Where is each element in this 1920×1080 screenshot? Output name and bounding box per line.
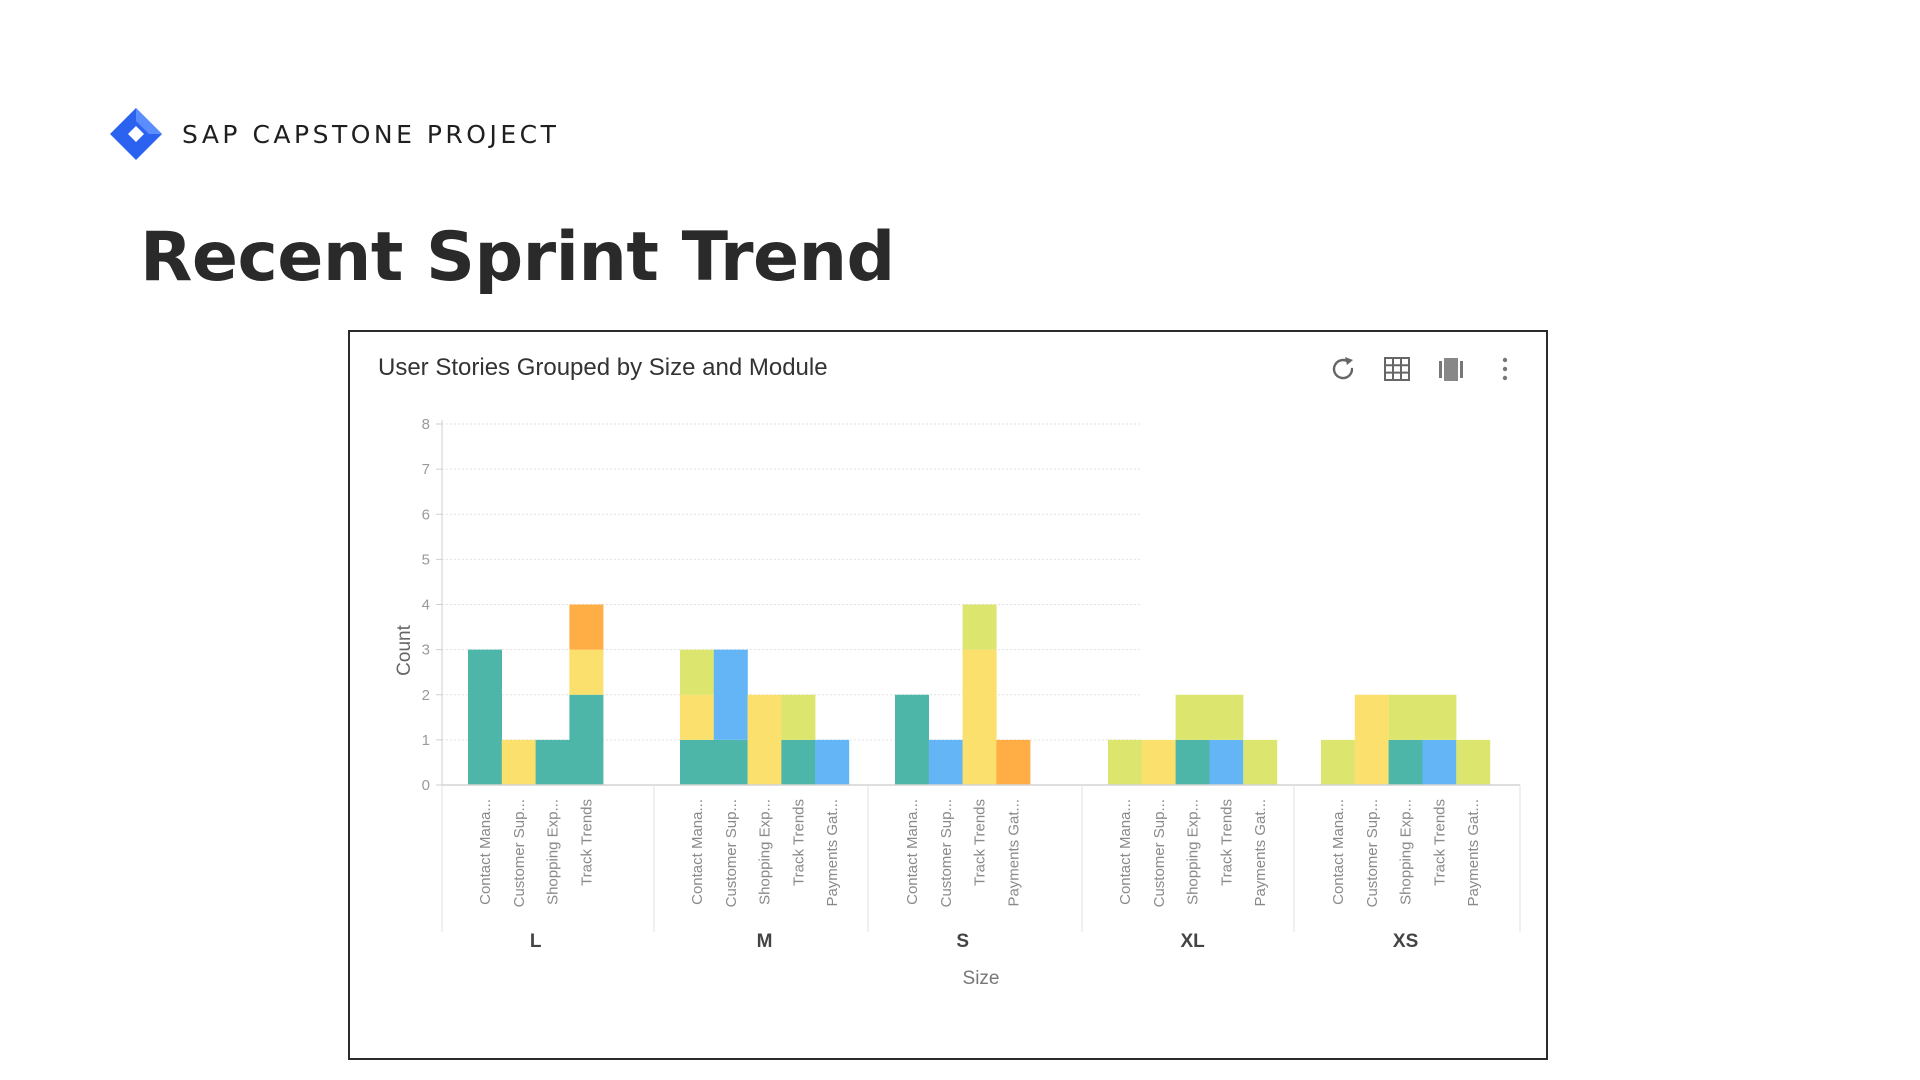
bar-segment [680, 694, 714, 740]
y-tick-label: 6 [422, 506, 430, 523]
x-category-label: Contact Mana... [1117, 799, 1134, 905]
bar-segment [1422, 739, 1457, 785]
x-category-label: Track Trends [790, 799, 807, 886]
chart-view-icon [1439, 358, 1463, 381]
bar-segment [996, 739, 1031, 785]
x-category-label: Contact Mana... [477, 799, 494, 905]
bar-segment [781, 694, 816, 740]
bar-segment [781, 739, 816, 785]
chart-title: User Stories Grouped by Size and Module [378, 354, 828, 381]
y-tick-label: 0 [422, 777, 430, 794]
x-category-label: Contact Mana... [904, 799, 921, 905]
bar-segment [895, 694, 929, 785]
bar-segment [468, 649, 502, 785]
bar-segment [962, 604, 997, 650]
refresh-icon [1332, 357, 1354, 380]
x-category-label: Shopping Exp... [1185, 799, 1202, 905]
brand-name: SAP CAPSTONE PROJECT [182, 119, 560, 149]
bar-segment [680, 739, 714, 785]
x-category-label: Track Trends [1218, 799, 1235, 886]
y-axis-label: Count [394, 624, 415, 675]
x-category-label: Payments Gat... [1465, 799, 1482, 907]
x-category-label: Shopping Exp... [757, 799, 774, 905]
slide-title: Recent Sprint Trend [140, 218, 895, 297]
diamond-logo-icon [110, 108, 162, 160]
bar-segment [680, 649, 714, 695]
bar-segment [1141, 739, 1176, 785]
bar-segment [962, 649, 997, 785]
bar-segment [713, 649, 748, 740]
x-category-label: Track Trends [1431, 799, 1448, 886]
x-category-label: Shopping Exp... [1398, 799, 1415, 905]
bar-segment [815, 739, 850, 785]
y-tick-label: 2 [422, 687, 430, 704]
x-group-label: M [757, 931, 773, 952]
bar-segment [535, 739, 570, 785]
bar-segment [501, 739, 536, 785]
x-category-label: Payments Gat... [1005, 799, 1022, 907]
bar-segment [1422, 694, 1457, 740]
y-tick-label: 5 [422, 551, 430, 568]
bar-segment [569, 604, 604, 650]
x-category-label: Customer Sup... [511, 799, 528, 907]
bar-segment [1388, 694, 1423, 740]
stacked-bar-chart: 0 1 2 3 4 5 6 7 8 Count Contact Mana... Customer Su… [394, 416, 1521, 989]
bar-segment [1243, 739, 1278, 785]
x-category-label: Customer Sup... [1364, 799, 1381, 907]
y-tick-label: 3 [422, 642, 430, 659]
more-options-button[interactable] [1486, 350, 1524, 388]
x-category-label: Contact Mana... [689, 799, 706, 905]
x-category-label: Contact Mana... [1330, 799, 1347, 905]
bar-segment [569, 694, 604, 785]
x-axis-label: Size [963, 968, 1000, 989]
bar-segment [1354, 694, 1389, 785]
bar-segment [1388, 739, 1423, 785]
table-view-icon [1384, 357, 1410, 381]
x-category-label: Customer Sup... [723, 799, 740, 907]
x-group-label: S [956, 931, 969, 952]
bar-segment [1209, 694, 1244, 740]
y-tick-label: 4 [422, 597, 430, 614]
bar-segment [1456, 739, 1491, 785]
chart-card: 0 1 2 3 4 5 6 7 8 Count Contact Mana... Customer Su… [348, 330, 1548, 1060]
y-tick-label: 7 [422, 461, 430, 478]
chart-view-button[interactable] [1432, 350, 1470, 388]
bar-segment [569, 649, 604, 695]
more-options-icon [1502, 357, 1508, 381]
x-group-label: XS [1393, 931, 1418, 952]
x-group-label: XL [1180, 931, 1205, 952]
x-category-label: Track Trends [972, 799, 989, 886]
bar-segment [928, 739, 963, 785]
x-category-label: Shopping Exp... [545, 799, 562, 905]
bar-segment [1175, 739, 1210, 785]
refresh-button[interactable] [1324, 350, 1362, 388]
x-category-label: Customer Sup... [1151, 799, 1168, 907]
brand-header: SAP CAPSTONE PROJECT [108, 106, 559, 162]
x-category-label: Track Trends [578, 799, 595, 886]
table-view-button[interactable] [1378, 350, 1416, 388]
bar-segment [713, 739, 748, 785]
y-tick-label: 1 [422, 732, 430, 749]
x-category-label: Payments Gat... [1252, 799, 1269, 907]
x-category-label: Customer Sup... [938, 799, 955, 907]
bar-segment [747, 694, 782, 785]
x-group-label: L [530, 931, 542, 952]
bar-segment [1108, 739, 1142, 785]
x-category-label: Payments Gat... [824, 799, 841, 907]
bar-segment [1175, 694, 1210, 740]
y-tick-label: 8 [422, 416, 430, 433]
bar-segment [1209, 739, 1244, 785]
chart-toolbar [1308, 350, 1524, 388]
bar-segment [1321, 739, 1355, 785]
